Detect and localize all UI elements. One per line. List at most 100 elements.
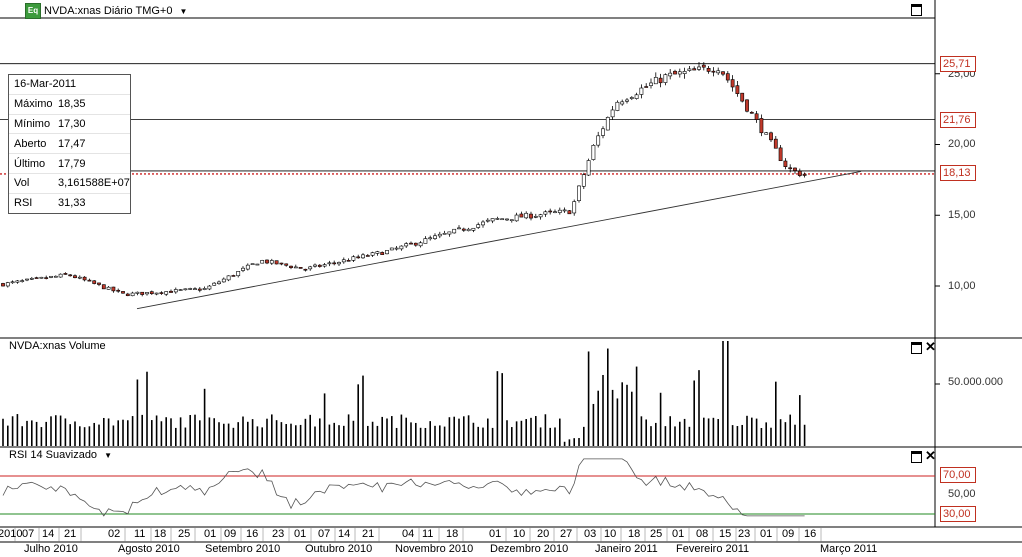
candle-body (370, 252, 375, 256)
candle-body (759, 118, 764, 134)
candle-body (178, 289, 183, 291)
price-level-tag[interactable]: 25,71 (940, 56, 976, 72)
time-axis-day-label: 04 (402, 528, 415, 540)
candle-body (279, 262, 284, 265)
time-axis-day-label: 21 (362, 528, 375, 540)
maximize-volume-panel-icon[interactable] (911, 342, 922, 354)
time-axis-months[interactable]: Julho 2010 Agosto 2010 Setembro 2010 Outubr… (0, 543, 1022, 557)
candle-body (169, 290, 173, 293)
candle-body (101, 284, 106, 290)
candle-body (505, 218, 509, 221)
candle-body (567, 210, 572, 215)
maximize-price-panel-icon[interactable] (911, 4, 922, 16)
time-axis-day-label: 2010 (0, 528, 23, 540)
candle-body (711, 70, 716, 73)
candle-body (485, 219, 490, 222)
time-axis-day-label: 18 (446, 528, 459, 540)
candle-body (221, 278, 226, 283)
price-level-tag[interactable]: 21,76 (940, 112, 976, 128)
rsi-level-tag[interactable]: 30,00 (940, 506, 976, 522)
candle-body (82, 276, 87, 281)
candle-body (130, 292, 135, 297)
candle-body (519, 213, 524, 218)
candle-body (740, 92, 745, 102)
candle-body (778, 147, 783, 162)
candle-body (509, 219, 514, 221)
candle-body (274, 260, 279, 265)
candle-body (385, 250, 389, 255)
candle-body (317, 264, 322, 267)
candle-body (197, 288, 202, 291)
time-axis-day-label: 07 (318, 528, 331, 540)
candle-body (154, 292, 159, 295)
candle-body (625, 99, 629, 102)
instrument-title[interactable]: NVDA:xnas Diário TMG+0 (44, 5, 173, 17)
time-axis-day-label: 18 (628, 528, 641, 540)
time-axis-day-label: 20 (537, 528, 550, 540)
candle-body (591, 145, 596, 160)
price-axis-tick: 20,00 (948, 138, 976, 150)
candle-body (308, 266, 313, 270)
candle-body (409, 242, 413, 245)
time-axis-days[interactable]: 2010 07 14 21 02 11 18 25 01 09 16 23 01 07 14 21 04 11 18… (0, 528, 1022, 542)
candle-body (53, 275, 58, 278)
time-axis-month-label: Agosto 2010 (118, 543, 180, 555)
rsi-panel-header[interactable]: RSI 14 Suavizado ▼ (9, 449, 112, 461)
candle-body (106, 286, 111, 290)
candle-body (764, 132, 769, 135)
time-axis-day-label: 01 (672, 528, 685, 540)
candle-body (255, 263, 260, 266)
triangle-down-icon[interactable]: ▼ (179, 6, 188, 16)
price-panel-header[interactable]: Eq NVDA:xnas Diário TMG+0 ▼ (25, 3, 187, 19)
candle-body (29, 278, 34, 280)
candle-body (15, 280, 20, 283)
price-level-tag[interactable]: 18,13 (940, 165, 976, 181)
candle-body (490, 218, 495, 222)
candle-body (423, 238, 428, 244)
candle-body (380, 252, 385, 255)
equity-badge-icon: Eq (25, 3, 41, 19)
info-row: Aberto 17,47 (9, 134, 130, 155)
candle-body (10, 281, 15, 284)
candle-body (687, 68, 692, 71)
candle-body (697, 66, 701, 70)
candle-body (701, 64, 706, 68)
volume-panel-title: NVDA:xnas Volume (9, 340, 106, 352)
candle-body (682, 71, 687, 74)
candle-body (793, 167, 797, 171)
candle-body (447, 231, 452, 235)
candle-body (788, 167, 793, 170)
info-date-row: 16-Mar-2011 (9, 75, 130, 95)
close-volume-panel-icon[interactable]: ✕ (925, 339, 936, 354)
candle-body (649, 82, 653, 86)
candle-body (365, 255, 370, 257)
candle-body (634, 94, 639, 99)
rsi-level-tag[interactable]: 70,00 (940, 467, 976, 483)
candle-body (433, 235, 437, 239)
time-axis-day-label: 10 (513, 528, 526, 540)
candle-body (586, 160, 591, 176)
candle-body (596, 135, 601, 146)
rsi-panel-title[interactable]: RSI 14 Suavizado (9, 449, 98, 461)
candle-body (629, 97, 634, 99)
candle-body (135, 291, 140, 294)
candle-body (745, 99, 749, 112)
candle-body (250, 263, 255, 265)
triangle-down-icon[interactable]: ▼ (104, 450, 112, 460)
volume-panel-header[interactable]: NVDA:xnas Volume (9, 340, 106, 352)
close-rsi-panel-icon[interactable]: ✕ (925, 448, 936, 463)
candle-body (533, 216, 538, 218)
time-axis-day-label: 16 (804, 528, 817, 540)
time-axis-day-label: 14 (338, 528, 351, 540)
maximize-rsi-panel-icon[interactable] (911, 451, 922, 463)
info-date: 16-Mar-2011 (14, 78, 77, 91)
candle-body (668, 72, 673, 77)
candle-body (183, 288, 188, 291)
info-row: RSI 31,33 (14, 197, 86, 210)
candle-body (802, 173, 807, 176)
candle-body (145, 292, 149, 295)
candle-body (346, 259, 351, 262)
time-axis-day-label: 25 (650, 528, 663, 540)
candle-body (77, 276, 82, 279)
